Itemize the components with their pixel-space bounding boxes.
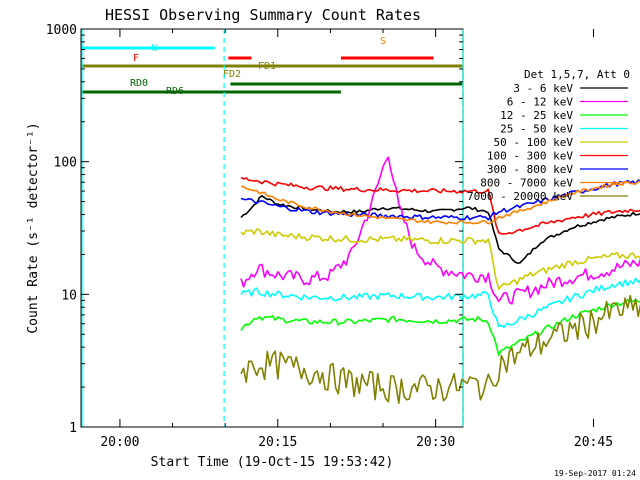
flag-label-s: S (380, 36, 386, 47)
y-axis-label: Count Rate (s⁻¹ detector⁻¹) (26, 122, 41, 333)
legend-label-800-7000-kev: 800 - 7000 keV (480, 177, 573, 190)
series-line-100-300-kev (240, 176, 640, 235)
chart-title: HESSI Observing Summary Count Rates (105, 6, 421, 24)
x-tick-label-20-30: 20:30 (416, 435, 455, 450)
legend-label-50-100-kev: 50 - 100 keV (494, 136, 574, 149)
y-tick-label-1: 1 (69, 421, 77, 436)
flag-label-fd2: FD2 (223, 69, 241, 80)
legend-label-6-12-kev: 6 - 12 keV (507, 96, 574, 109)
flag-bars: N F S FD1 FD2 RD0 RD6 (82, 36, 463, 97)
legend-label-25-50-kev: 25 - 50 keV (500, 123, 573, 136)
flag-label-fd1: FD1 (258, 61, 276, 72)
flag-label-rd6: RD6 (166, 86, 184, 97)
legend-label-100-300-kev: 100 - 300 keV (487, 150, 573, 163)
legend-label-3-6-kev: 3 - 6 keV (513, 82, 573, 95)
flag-label-f: F (133, 53, 139, 64)
y-axis: 1 10 100 1000 (46, 23, 463, 436)
legend-label-7000-20000-kev: 7000 - 20000 keV (467, 190, 573, 203)
series-line-300-800-kev (240, 179, 640, 221)
vertical-markers (81, 29, 464, 427)
legend-label-300-800-kev: 300 - 800 keV (487, 163, 573, 176)
series-line-6-12-kev (240, 156, 640, 305)
series-line-12-25-kev (240, 298, 640, 356)
series-line-7000-20000-kev (240, 294, 640, 404)
y-tick-label-10: 10 (61, 288, 77, 303)
data-series (240, 156, 640, 404)
legend-label-12-25-kev: 12 - 25 keV (500, 109, 573, 122)
series-line-50-100-kev (240, 228, 640, 290)
flag-label-rd0: RD0 (130, 78, 148, 89)
footer-timestamp: 19-Sep-2017 01:24 (554, 469, 636, 478)
x-axis-label: Start Time (19-Oct-15 19:53:42) (151, 455, 394, 470)
x-tick-label-20-00: 20:00 (100, 435, 139, 450)
x-tick-label-20-15: 20:15 (258, 435, 297, 450)
flag-label-n: N (151, 43, 157, 54)
legend-title: Det 1,5,7, Att 0 (524, 68, 630, 81)
x-tick-label-20-45: 20:45 (574, 435, 613, 450)
y-tick-label-1000: 1000 (46, 23, 77, 38)
series-line-800-7000-kev (240, 180, 640, 225)
series-line-25-50-kev (240, 277, 640, 329)
y-tick-label-100: 100 (54, 156, 77, 171)
series-line-3-6-kev (240, 195, 640, 264)
